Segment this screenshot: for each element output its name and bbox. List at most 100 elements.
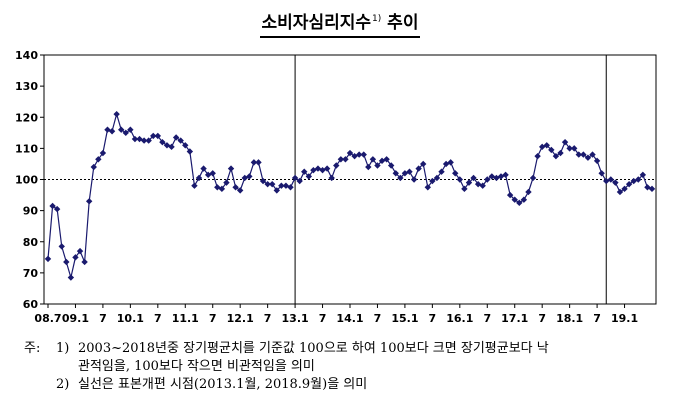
data-point: [291, 174, 299, 182]
footnote-lead: 주:: [24, 341, 41, 356]
data-point: [589, 151, 596, 158]
data-point: [328, 174, 335, 182]
data-point: [49, 202, 56, 210]
x-tick-label: 7: [483, 312, 491, 325]
data-point: [525, 188, 532, 196]
data-point: [520, 196, 528, 203]
footnote-2-text: 실선은 표본개편 시점(2013.1월, 2018.9월)을 의미: [78, 377, 368, 392]
data-point: [612, 179, 619, 186]
data-point: [534, 152, 541, 160]
data-point: [452, 170, 459, 177]
y-tick-label: 90: [23, 205, 39, 218]
data-point: [374, 162, 381, 169]
data-point: [442, 160, 450, 168]
data-point: [552, 152, 560, 160]
data-point: [140, 137, 148, 144]
data-point: [182, 142, 189, 149]
data-point: [278, 182, 285, 189]
data-point: [433, 174, 441, 182]
data-point: [635, 176, 642, 183]
x-axis: 08.7 09.1 7 10.1 7 11.1 7 12.1 7 13.1 7 14.1 7 15.1 7 1…: [34, 304, 638, 325]
x-tick-label: 10.1: [117, 312, 144, 325]
data-point: [484, 176, 491, 183]
data-point: [113, 110, 120, 118]
line-chart: 60 70 80 90 100 110 120 130 140 08.7 09.1 7 10.1 7 11…: [15, 49, 657, 325]
data-point: [438, 168, 445, 175]
footnotes: 주: 1) 2003~2018년중 장기평균치를 기준값 100으로 하여 100보…: [24, 340, 549, 394]
y-tick-label: 60: [23, 298, 39, 311]
data-point: [85, 198, 93, 205]
data-point: [264, 180, 271, 188]
data-point: [621, 185, 628, 193]
data-point: [232, 184, 239, 191]
data-point: [415, 165, 422, 172]
data-point: [598, 170, 605, 177]
data-point: [76, 247, 84, 255]
data-point: [145, 137, 152, 144]
data-point: [127, 126, 134, 133]
data-point: [383, 156, 390, 163]
data-point: [236, 187, 244, 194]
data-point: [159, 138, 166, 146]
data-point: [323, 165, 331, 172]
data-point: [625, 180, 633, 188]
data-point: [218, 185, 226, 193]
data-point: [561, 138, 569, 146]
x-tick-label: 13.1: [282, 312, 309, 325]
data-point: [511, 196, 518, 203]
x-tick-label: 18.1: [556, 312, 583, 325]
data-point: [456, 176, 464, 183]
data-point: [580, 151, 587, 158]
x-tick-label: 7: [209, 312, 217, 325]
data-point: [502, 171, 509, 179]
data-point: [365, 163, 372, 171]
data-point: [346, 149, 354, 157]
data-point: [227, 165, 235, 172]
data-point: [191, 182, 198, 189]
data-point: [529, 174, 537, 182]
data-point: [259, 177, 267, 185]
data-point: [420, 160, 427, 168]
title-footnote-mark: 1): [372, 14, 382, 24]
data-point: [108, 128, 116, 135]
data-point: [246, 173, 253, 180]
data-point: [584, 154, 592, 161]
data-point: [429, 177, 436, 185]
x-tick-label: 7: [374, 312, 382, 325]
x-tick-label: 7: [99, 312, 107, 325]
data-point: [369, 156, 377, 163]
data-point: [566, 145, 573, 152]
data-point: [305, 173, 313, 180]
x-tick-label: 7: [538, 312, 546, 325]
data-point: [639, 171, 647, 179]
data-point: [186, 148, 194, 155]
footnote-1-text: 2003~2018년중 장기평균치를 기준값 100으로 하여 100보다 크면…: [78, 341, 549, 356]
data-point: [214, 184, 221, 191]
chart-title-text: 소비자심리지수: [261, 13, 372, 33]
x-tick-label: 14.1: [336, 312, 363, 325]
x-tick-label: 15.1: [391, 312, 418, 325]
data-point: [269, 180, 276, 188]
data-point: [548, 146, 555, 154]
data-point: [575, 151, 582, 158]
data-point: [571, 145, 578, 152]
data-point: [465, 179, 473, 186]
chart-title-wrap: 소비자심리지수1) 추이: [0, 8, 680, 38]
footnote-2: 2) 실선은 표본개편 시점(2013.1월, 2018.9월)을 의미: [24, 376, 549, 394]
data-point: [209, 170, 216, 177]
data-point: [131, 135, 139, 143]
data-point: [410, 176, 418, 183]
data-point: [53, 205, 61, 213]
y-tick-label: 70: [23, 267, 39, 280]
data-point: [644, 184, 651, 191]
data-point: [406, 168, 413, 175]
data-point: [122, 129, 129, 137]
data-point: [479, 182, 486, 189]
x-tick-label: 7: [264, 312, 272, 325]
data-point: [95, 156, 102, 163]
x-tick-label: 12.1: [227, 312, 254, 325]
data-point: [154, 132, 162, 140]
data-point: [150, 132, 157, 140]
x-tick-label: 17.1: [501, 312, 528, 325]
data-point: [333, 162, 340, 169]
